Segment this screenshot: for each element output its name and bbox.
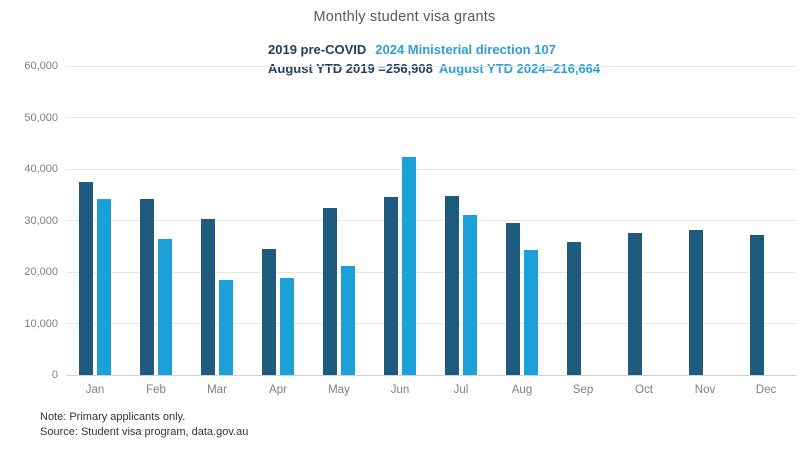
bar-2019-dec <box>750 234 764 375</box>
x-tick-label: Apr <box>269 384 287 396</box>
gridline <box>66 220 796 221</box>
gridline <box>66 65 796 67</box>
legend-series1-label: 2019 pre-COVID <box>268 42 367 57</box>
y-tick-label: 20,000 <box>24 266 58 278</box>
x-tick-label: Sep <box>572 384 594 396</box>
bar-2019-jun <box>384 197 398 375</box>
gridline <box>66 374 796 376</box>
bar-2019-nov <box>689 229 703 375</box>
bar-2019-aug <box>506 222 520 375</box>
bar-2024-apr <box>280 277 294 375</box>
x-tick-label: Nov <box>694 384 716 396</box>
legend-line-series: 2019 pre-COVID 2024 Ministerial direction… <box>268 40 600 59</box>
plot-area: Jan Feb Mar Apr May Jun Jul Aug Sep Oct Nov Dec <box>66 65 796 396</box>
chart-title: Monthly student visa grants <box>313 9 496 25</box>
x-tick-label: Aug <box>511 384 533 396</box>
footnote-source: Source: Student visa program, data.gov.a… <box>40 425 249 438</box>
gridline <box>66 323 796 324</box>
bar-2024-jul <box>463 215 477 375</box>
x-tick-label: Dec <box>755 384 777 396</box>
legend-ytd-2019: August YTD 2019 =256,908 <box>268 61 433 76</box>
chart-legend: 2019 pre-COVID 2024 Ministerial direction… <box>268 40 600 78</box>
y-tick-label: 60,000 <box>24 60 58 72</box>
x-tick-label: Jul <box>453 384 469 396</box>
footnotes: Note: Primary applicants only. Source: S… <box>40 410 248 439</box>
y-tick-label: 10,000 <box>24 317 58 330</box>
x-tick-label: Jun <box>390 384 410 396</box>
y-tick-label: 40,000 <box>24 163 58 175</box>
legend-line-ytd: August YTD 2019 =256,908 August YTD 2024=… <box>268 59 600 78</box>
bar-2019-jan <box>79 182 93 375</box>
gridline <box>66 271 796 273</box>
y-tick-label: 50,000 <box>24 111 58 124</box>
bar-2019-sep <box>567 242 581 375</box>
bar-2019-mar <box>201 219 215 375</box>
x-tick-label: Jan <box>85 384 105 396</box>
bar-2019-oct <box>628 233 642 375</box>
y-tick-label: 0 <box>51 369 58 381</box>
bar-2019-apr <box>262 248 276 375</box>
bar-2024-jan <box>97 198 111 375</box>
bar-2024-feb <box>158 238 172 375</box>
legend-ytd-2024: August YTD 2024=216,664 <box>438 61 601 76</box>
x-tick-label: Mar <box>207 384 227 396</box>
y-axis: 0 10,000 20,000 30,000 40,000 50,000 60,000 <box>0 60 58 381</box>
footnote-note: Note: Primary applicants only. <box>40 411 186 423</box>
bar-2019-feb <box>140 199 154 375</box>
bar-2024-may <box>341 266 355 375</box>
x-tick-label: Feb <box>146 384 166 396</box>
bar-2024-aug <box>524 249 538 375</box>
gridline <box>66 168 796 170</box>
legend-series2-label: 2024 Ministerial direction 107 <box>375 42 556 57</box>
y-tick-label: 30,000 <box>24 214 58 227</box>
x-tick-label: May <box>328 384 350 396</box>
x-tick-label: Oct <box>635 384 653 396</box>
bar-2024-jun <box>402 156 416 375</box>
bar-2019-may <box>323 207 337 375</box>
bar-2019-jul <box>445 196 459 375</box>
bar-2024-mar <box>219 279 233 375</box>
gridline <box>66 117 796 118</box>
